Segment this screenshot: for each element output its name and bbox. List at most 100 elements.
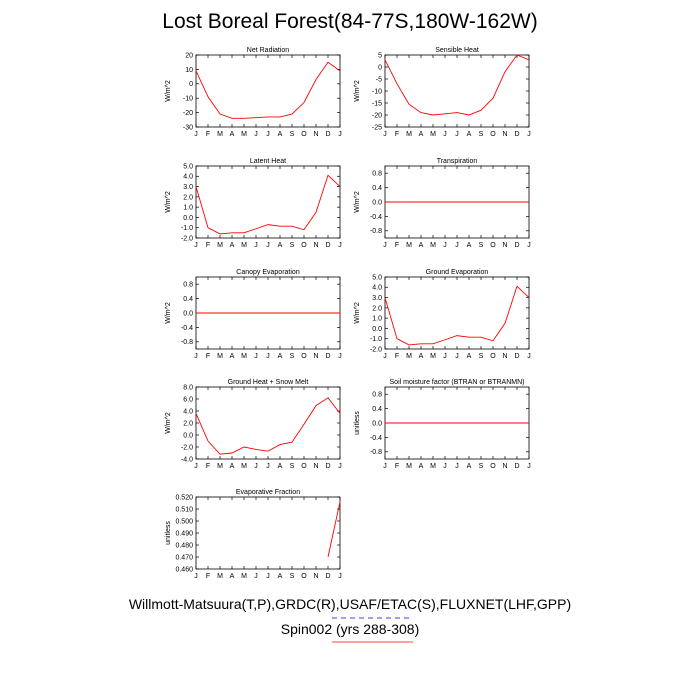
x-tick-label: M <box>241 573 247 580</box>
x-tick-label: M <box>430 353 436 360</box>
x-tick-label: A <box>230 131 235 138</box>
x-tick-label: J <box>254 463 258 470</box>
x-tick-label: N <box>313 242 318 249</box>
plot-frame <box>195 165 341 239</box>
y-tick-label: 0.0 <box>372 326 382 333</box>
panel-title: Ground Evaporation <box>426 269 489 276</box>
x-tick-label: M <box>217 463 223 470</box>
x-tick-label: M <box>430 242 436 249</box>
figure-title: Lost Boreal Forest(84-77S,180W-162W) <box>162 10 538 33</box>
series-line <box>327 501 341 558</box>
y-tick-label: -20 <box>372 112 382 119</box>
x-tick-label: M <box>241 131 247 138</box>
x-tick-label: N <box>502 131 507 138</box>
panel-title: Canopy Evaporation <box>236 269 300 276</box>
x-tick-label: M <box>217 131 223 138</box>
y-tick-label: -1.0 <box>370 336 382 343</box>
x-tick-label: M <box>406 463 412 470</box>
legend-obs-label: Willmott-Matsuura(T,P),GRDC(R),USAF/ETAC… <box>128 596 572 612</box>
x-tick-label: S <box>479 131 484 138</box>
y-tick-label: -1.0 <box>181 225 193 232</box>
x-tick-label: J <box>338 463 342 470</box>
x-tick-label: J <box>383 463 387 470</box>
y-axis-label: W/m^2 <box>165 80 172 102</box>
y-tick-label: 0.460 <box>175 566 193 573</box>
panel-title: Sensible Heat <box>435 47 479 54</box>
y-tick-label: 0.470 <box>175 554 193 561</box>
x-tick-label: A <box>278 573 283 580</box>
x-tick-label: J <box>338 573 342 580</box>
x-tick-label: J <box>194 242 198 249</box>
y-axis-label: W/m^2 <box>354 80 361 102</box>
y-tick-label: 5.0 <box>183 163 193 170</box>
x-tick-label: D <box>325 463 330 470</box>
y-tick-label: 0.0 <box>183 310 193 317</box>
x-tick-label: D <box>514 242 519 249</box>
x-tick-label: O <box>490 353 496 360</box>
x-tick-label: F <box>395 131 399 138</box>
x-tick-label: S <box>290 242 295 249</box>
x-tick-label: J <box>254 353 258 360</box>
x-tick-label: O <box>301 131 307 138</box>
panel-title: Net Radiation <box>247 47 290 54</box>
x-tick-label: A <box>230 242 235 249</box>
x-tick-label: F <box>206 353 210 360</box>
x-tick-label: N <box>313 131 318 138</box>
y-tick-label: -2.0 <box>370 346 382 353</box>
x-tick-label: M <box>406 131 412 138</box>
series-line <box>384 285 530 346</box>
x-tick-label: J <box>383 242 387 249</box>
x-tick-label: S <box>290 353 295 360</box>
y-tick-label: 4.0 <box>183 174 193 181</box>
x-tick-label: J <box>266 353 270 360</box>
panel-6: Ground Heat + Snow Melt W/m^2 8.0 6.0 4.0 2.0… <box>165 379 342 470</box>
y-tick-label: 0.480 <box>175 542 193 549</box>
x-tick-label: O <box>490 463 496 470</box>
x-tick-label: F <box>395 463 399 470</box>
x-tick-label: N <box>502 242 507 249</box>
y-axis-label: W/m^2 <box>354 302 361 324</box>
x-tick-label: N <box>313 573 318 580</box>
y-tick-label: 0.490 <box>175 530 193 537</box>
x-tick-label: A <box>230 353 235 360</box>
y-tick-label: 2.0 <box>183 194 193 201</box>
x-tick-label: M <box>430 131 436 138</box>
y-tick-label: 5.0 <box>372 274 382 281</box>
y-tick-label: -15 <box>372 100 382 107</box>
y-axis-label: W/m^2 <box>165 412 172 434</box>
x-tick-label: J <box>266 463 270 470</box>
y-tick-label: 0.0 <box>372 420 382 427</box>
x-tick-label: A <box>467 353 472 360</box>
x-tick-label: J <box>266 131 270 138</box>
y-axis-label: unitless <box>165 521 172 545</box>
x-tick-label: J <box>338 242 342 249</box>
panel-title: Soil moisture factor (BTRAN or BTRANMN) <box>390 379 525 386</box>
y-axis-label: W/m^2 <box>165 191 172 213</box>
x-tick-label: A <box>230 463 235 470</box>
y-tick-label: 10 <box>185 67 193 74</box>
y-tick-label: 0.520 <box>175 494 193 501</box>
panel-title: Transpiration <box>437 158 478 165</box>
x-tick-label: J <box>194 463 198 470</box>
series-line <box>384 54 530 116</box>
x-tick-label: J <box>443 353 447 360</box>
y-tick-label: 6.0 <box>183 396 193 403</box>
y-tick-label: -0.8 <box>181 339 193 346</box>
x-tick-label: F <box>206 573 210 580</box>
x-tick-label: A <box>467 463 472 470</box>
y-tick-label: 3.0 <box>372 295 382 302</box>
x-tick-label: N <box>502 353 507 360</box>
panel-4: Canopy Evaporation W/m^2 0.8 0.4 0.0 -0.4 -0.8… <box>165 269 342 360</box>
x-tick-label: F <box>206 242 210 249</box>
y-tick-label: -4.0 <box>181 456 193 463</box>
y-tick-label: 0.4 <box>372 406 382 413</box>
y-tick-label: -10 <box>183 96 193 103</box>
y-tick-label: -0.4 <box>181 325 193 332</box>
x-tick-label: M <box>406 242 412 249</box>
x-tick-label: M <box>406 353 412 360</box>
panel-7: Soil moisture factor (BTRAN or BTRANMN) u… <box>354 379 531 470</box>
y-axis-label: W/m^2 <box>354 191 361 213</box>
x-tick-label: M <box>217 573 223 580</box>
